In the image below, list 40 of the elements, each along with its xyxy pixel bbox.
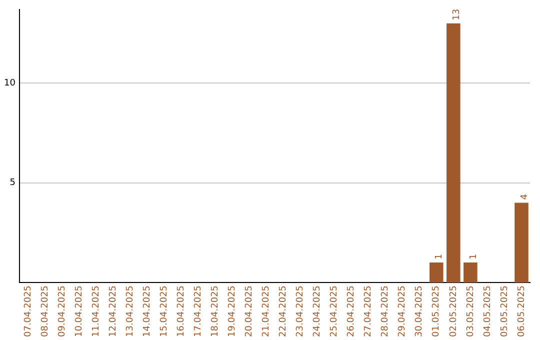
x-tick-label: 26.04.2025 bbox=[346, 285, 357, 337]
y-tick-label: 10 bbox=[4, 78, 16, 88]
bar bbox=[430, 262, 444, 282]
x-tick-label: 13.04.2025 bbox=[125, 285, 136, 337]
x-tick-label: 23.04.2025 bbox=[296, 285, 306, 337]
x-tick-label: 08.04.2025 bbox=[40, 285, 50, 337]
x-tick-label: 24.04.2025 bbox=[312, 285, 323, 337]
x-tick-label: 05.05.2025 bbox=[500, 285, 510, 337]
bar bbox=[464, 262, 478, 282]
bar bbox=[446, 23, 460, 282]
y-tick-label: 5 bbox=[10, 178, 16, 188]
x-tick-label: 14.04.2025 bbox=[142, 285, 152, 337]
x-tick-label: 03.05.2025 bbox=[466, 285, 476, 337]
x-tick-label: 09.04.2025 bbox=[57, 285, 68, 337]
x-tick-label: 17.04.2025 bbox=[193, 285, 204, 337]
x-tick-label: 22.04.2025 bbox=[278, 285, 289, 337]
x-tick-label: 20.04.2025 bbox=[244, 285, 255, 337]
x-tick-label: 02.05.2025 bbox=[448, 285, 459, 337]
data-label: 1 bbox=[434, 254, 445, 260]
x-tick-label: 28.04.2025 bbox=[380, 285, 391, 337]
x-tick-label: 01.05.2025 bbox=[432, 285, 442, 337]
x-tick-label: 25.04.2025 bbox=[330, 285, 340, 337]
x-tick-label: 06.05.2025 bbox=[516, 285, 527, 337]
x-tick-label: 12.04.2025 bbox=[108, 285, 118, 337]
x-tick-label: 15.04.2025 bbox=[159, 285, 170, 337]
data-label: 1 bbox=[468, 254, 479, 260]
x-tick-label: 30.04.2025 bbox=[414, 285, 425, 337]
x-tick-label: 27.04.2025 bbox=[364, 285, 374, 337]
x-tick-label: 16.04.2025 bbox=[176, 285, 186, 337]
x-tick-label: 29.04.2025 bbox=[398, 285, 408, 337]
x-tick-label: 07.04.2025 bbox=[23, 285, 34, 337]
x-tick-label: 18.04.2025 bbox=[210, 285, 221, 337]
bar bbox=[514, 202, 528, 282]
x-tick-label: 10.04.2025 bbox=[74, 285, 84, 337]
data-label: 4 bbox=[520, 194, 530, 200]
x-tick-label: 11.04.2025 bbox=[91, 285, 102, 337]
x-tick-label: 21.04.2025 bbox=[262, 285, 272, 337]
data-label: 13 bbox=[452, 8, 462, 20]
x-tick-label: 04.05.2025 bbox=[482, 285, 493, 337]
x-tick-label: 19.04.2025 bbox=[228, 285, 238, 337]
